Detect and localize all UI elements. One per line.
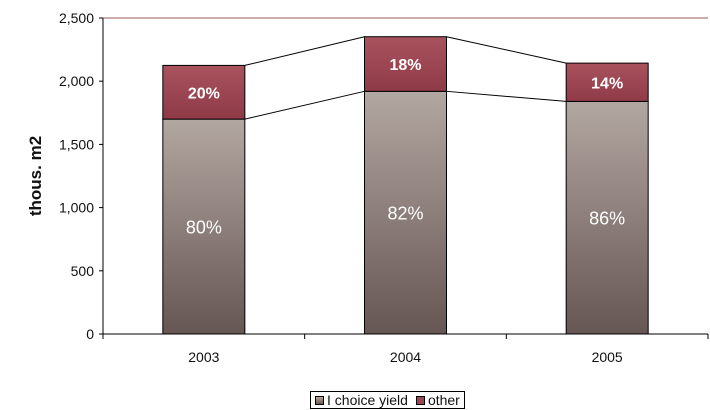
- bar-data-labels: 80% 20% 82% 18% 86% 14%: [186, 57, 625, 238]
- bars: [162, 36, 649, 335]
- chart-legend: I choice yield other: [310, 391, 465, 409]
- bar-segment: [565, 62, 649, 102]
- bar-segment: [364, 90, 447, 335]
- y-tick-label: 1,000: [59, 200, 94, 216]
- bar-segment: [162, 118, 246, 335]
- series-connector-line: [446, 36, 567, 64]
- y-tick-label: 2,000: [59, 73, 94, 89]
- y-axis-title: thous. m2: [26, 136, 45, 216]
- series-connector-line: [244, 90, 365, 120]
- y-axis: 0 500 1,000 1,500 2,000 2,500: [59, 10, 708, 342]
- legend-swatch-other: [415, 395, 425, 405]
- legend-swatch-i-choice-yield: [315, 395, 324, 405]
- legend-label-other: other: [427, 392, 460, 408]
- x-tick-label: 2005: [592, 349, 623, 365]
- y-tick-label: 1,500: [59, 136, 94, 152]
- bar-segment: [364, 36, 447, 92]
- legend-item-other: other: [415, 392, 460, 408]
- bar-segment: [162, 64, 246, 120]
- x-axis: 2003 2004 2005: [102, 333, 709, 365]
- bar-data-label: 18%: [389, 57, 421, 74]
- series-connector-line: [446, 90, 567, 102]
- series-connector-line: [244, 36, 365, 66]
- legend-item-i-choice-yield: I choice yield: [315, 392, 408, 408]
- bar-data-label: 20%: [188, 85, 220, 102]
- x-tick-label: 2004: [390, 349, 421, 365]
- bar-data-label: 14%: [591, 75, 623, 92]
- bar-data-label: 86%: [589, 209, 625, 229]
- y-tick-label: 2,500: [59, 10, 94, 26]
- bar-data-label: 82%: [387, 204, 423, 224]
- bar-connector-lines: [244, 36, 567, 120]
- legend-label-i-choice-yield: I choice yield: [327, 392, 408, 408]
- bar-segment: [565, 100, 649, 335]
- y-tick-label: 500: [71, 263, 95, 279]
- x-tick-label: 2003: [188, 349, 219, 365]
- y-tick-label: 0: [86, 326, 94, 342]
- bar-data-label: 80%: [186, 218, 222, 238]
